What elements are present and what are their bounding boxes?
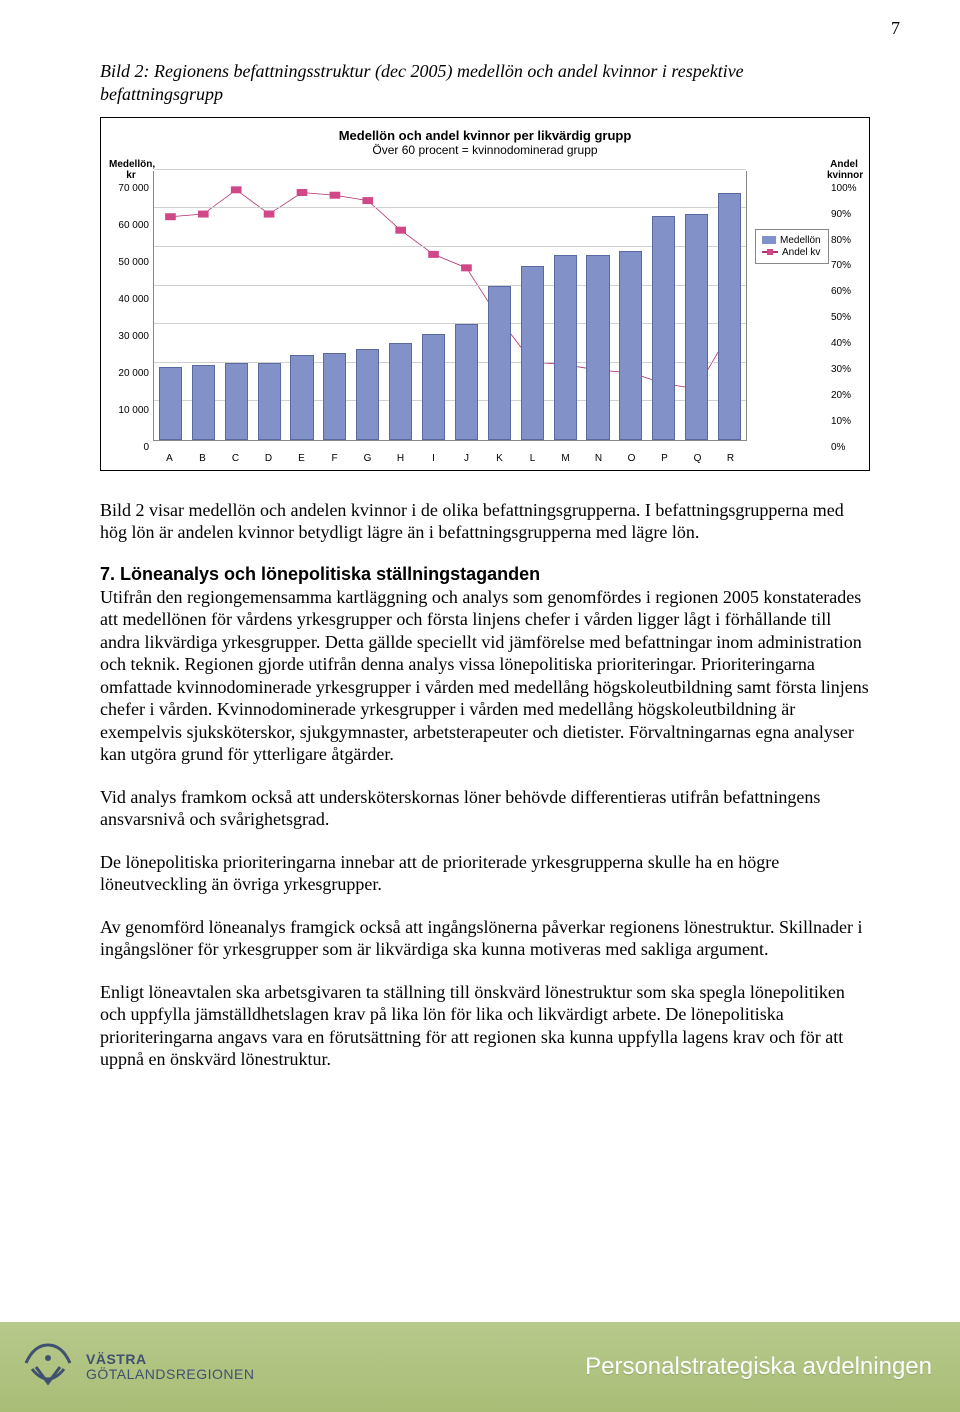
chart-bar xyxy=(323,353,346,440)
right-tick: 20% xyxy=(831,390,851,401)
legend-bar-swatch xyxy=(762,236,776,244)
paragraph-5: Av genomförd löneanalys framgick också a… xyxy=(100,916,870,961)
right-tick: 70% xyxy=(831,260,851,271)
chart-bar xyxy=(685,214,708,440)
left-tick: 50 000 xyxy=(118,257,149,268)
chart-bar xyxy=(389,343,412,439)
right-tick: 100% xyxy=(831,183,857,194)
left-tick: 20 000 xyxy=(118,368,149,379)
paragraph-4: De lönepolitiska prioriteringarna inneba… xyxy=(100,851,870,896)
left-tick: 10 000 xyxy=(118,405,149,416)
x-tick: G xyxy=(351,453,384,464)
chart-bar xyxy=(521,266,544,440)
left-tick: 0 xyxy=(143,442,149,453)
page-number: 7 xyxy=(891,18,900,39)
x-tick: A xyxy=(153,453,186,464)
page-footer: VÄSTRA GÖTALANDSREGIONEN Personalstrateg… xyxy=(0,1322,960,1412)
right-axis-label: Andel kvinnor xyxy=(827,159,861,181)
x-tick: H xyxy=(384,453,417,464)
x-tick: L xyxy=(516,453,549,464)
x-tick: F xyxy=(318,453,351,464)
x-tick: E xyxy=(285,453,318,464)
right-tick: 50% xyxy=(831,312,851,323)
section-7-heading: 7. Löneanalys och lönepolitiska ställnin… xyxy=(100,564,870,585)
chart-bar xyxy=(356,349,379,440)
right-tick: 90% xyxy=(831,209,851,220)
chart-bar xyxy=(192,365,215,440)
chart-bar xyxy=(290,355,313,440)
paragraph-3: Vid analys framkom också att undersköter… xyxy=(100,786,870,831)
footer-org-line2: GÖTALANDSREGIONEN xyxy=(86,1367,255,1382)
left-tick: 30 000 xyxy=(118,331,149,342)
paragraph-2: Utifrån den regiongemensamma kartläggnin… xyxy=(100,586,870,766)
chart-bar xyxy=(159,367,182,440)
x-axis: ABCDEFGHIJKLMNOPQR xyxy=(153,453,747,464)
chart-bar xyxy=(652,216,675,440)
chart-bar xyxy=(718,193,741,440)
chart-bar xyxy=(455,324,478,440)
paragraph-6: Enligt löneavtalen ska arbetsgivaren ta … xyxy=(100,981,870,1071)
chart-bar xyxy=(554,255,577,439)
x-tick: C xyxy=(219,453,252,464)
chart-bar xyxy=(619,251,642,440)
legend-line-label: Andel kv xyxy=(782,247,820,258)
x-tick: J xyxy=(450,453,483,464)
page-content: Bild 2: Regionens befattningsstruktur (d… xyxy=(0,0,960,1071)
right-tick: 60% xyxy=(831,286,851,297)
left-axis-ticks: 70 000 60 000 50 000 40 000 30 000 20 000 10 0… xyxy=(109,183,153,453)
right-tick: 30% xyxy=(831,364,851,375)
chart-subtitle: Över 60 procent = kvinnodominerad grupp xyxy=(109,143,861,157)
footer-org-line1: VÄSTRA xyxy=(86,1352,255,1367)
x-tick: N xyxy=(582,453,615,464)
chart-bar xyxy=(488,286,511,440)
left-axis-label: Medellön, kr xyxy=(109,159,153,181)
x-tick: D xyxy=(252,453,285,464)
chart-legend: Medellön Andel kv xyxy=(755,229,829,264)
legend-line-swatch xyxy=(762,251,778,253)
right-tick: 10% xyxy=(831,416,851,427)
x-tick: P xyxy=(648,453,681,464)
legend-bar-label: Medellön xyxy=(780,235,821,246)
chart-plot-area xyxy=(153,171,747,441)
chart-bar xyxy=(258,363,281,440)
left-tick: 60 000 xyxy=(118,220,149,231)
logo-icon xyxy=(18,1339,78,1395)
footer-department: Personalstrategiska avdelningen xyxy=(585,1353,932,1381)
chart-bar xyxy=(586,255,609,440)
right-tick: 0% xyxy=(831,442,845,453)
x-tick: O xyxy=(615,453,648,464)
right-tick: 40% xyxy=(831,338,851,349)
x-tick: K xyxy=(483,453,516,464)
chart-bar xyxy=(422,334,445,440)
x-tick: B xyxy=(186,453,219,464)
x-tick: M xyxy=(549,453,582,464)
right-axis-ticks: 100% 90% 80% 70% 60% 50% 40% 30% 20% 10% 0% xyxy=(827,183,861,453)
x-tick: R xyxy=(714,453,747,464)
figure-caption: Bild 2: Regionens befattningsstruktur (d… xyxy=(100,60,870,107)
footer-logo: VÄSTRA GÖTALANDSREGIONEN xyxy=(18,1339,255,1395)
chart-title: Medellön och andel kvinnor per likvärdig… xyxy=(109,128,861,143)
paragraph-1: Bild 2 visar medellön och andelen kvinno… xyxy=(100,499,870,544)
x-tick: Q xyxy=(681,453,714,464)
chart-bar xyxy=(225,363,248,440)
chart-container: Medellön och andel kvinnor per likvärdig… xyxy=(100,117,870,471)
x-tick: I xyxy=(417,453,450,464)
right-tick: 80% xyxy=(831,235,851,246)
left-tick: 40 000 xyxy=(118,294,149,305)
left-tick: 70 000 xyxy=(118,183,149,194)
